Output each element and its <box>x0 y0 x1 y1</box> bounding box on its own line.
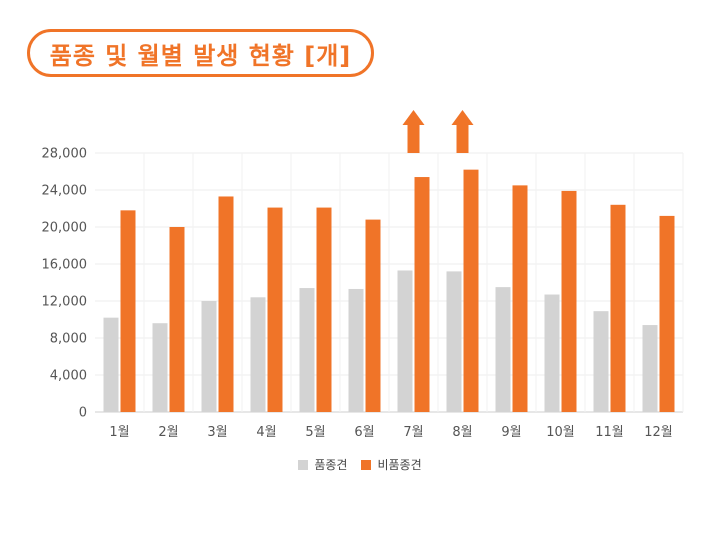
bar-series2 <box>561 190 577 412</box>
y-tick-label: 4,000 <box>50 369 87 384</box>
bar-series2 <box>512 185 528 412</box>
bar-series1 <box>201 301 217 412</box>
bar-series1 <box>544 294 560 412</box>
bar-series2 <box>120 210 136 412</box>
y-tick-label: 20,000 <box>42 221 88 236</box>
bar-series1 <box>152 323 168 412</box>
bar-series2 <box>610 204 626 412</box>
bar-series2 <box>267 207 283 412</box>
bar-series1 <box>397 270 413 412</box>
legend-item-series2: 비품종견 <box>361 456 422 473</box>
bar-series1 <box>348 288 364 412</box>
legend-item-series1: 품종견 <box>298 456 347 473</box>
x-tick-label: 6월 <box>354 425 374 440</box>
y-tick-label: 8,000 <box>50 332 87 347</box>
legend-swatch-series2 <box>361 459 372 470</box>
y-tick-label: 28,000 <box>42 147 88 162</box>
bar-series1 <box>446 271 462 412</box>
y-tick-label: 0 <box>79 406 87 421</box>
up-arrow-icon <box>451 110 474 153</box>
y-tick-label: 24,000 <box>42 184 88 199</box>
x-tick-label: 9월 <box>501 425 521 440</box>
bar-series1 <box>642 325 658 412</box>
x-tick-label: 5월 <box>305 425 325 440</box>
up-arrow-icon <box>402 110 425 153</box>
x-tick-label: 12월 <box>644 425 673 440</box>
x-tick-label: 7월 <box>403 425 423 440</box>
y-tick-label: 12,000 <box>42 295 88 310</box>
bar-series2 <box>169 227 185 412</box>
bar-series1 <box>593 311 609 412</box>
legend-swatch-series1 <box>298 459 309 470</box>
x-tick-label: 2월 <box>158 425 178 440</box>
x-tick-label: 1월 <box>109 425 129 440</box>
bar-series2 <box>365 219 381 412</box>
bar-series2 <box>463 169 479 412</box>
x-tick-label: 11월 <box>595 425 624 440</box>
bar-series2 <box>316 207 332 412</box>
bar-series2 <box>659 215 675 412</box>
x-tick-label: 4월 <box>256 425 276 440</box>
chart-title-box: 품종 및 월별 발생 현황 [개] <box>27 29 374 77</box>
x-tick-label: 8월 <box>452 425 472 440</box>
bar-series2 <box>414 177 430 412</box>
bar-series1 <box>250 297 266 412</box>
y-tick-label: 16,000 <box>42 258 88 273</box>
legend-label-series2: 비품종견 <box>377 458 422 472</box>
bar-series1 <box>299 288 315 412</box>
chart-title: 품종 및 월별 발생 현황 [개] <box>49 41 352 70</box>
x-tick-label: 3월 <box>207 425 227 440</box>
bar-series2 <box>218 196 234 412</box>
legend-label-series1: 품종견 <box>314 458 348 472</box>
bar-series1 <box>103 317 119 412</box>
x-tick-label: 10월 <box>546 425 575 440</box>
bar-series1 <box>495 287 511 412</box>
legend: 품종견 비품종견 <box>0 456 720 473</box>
